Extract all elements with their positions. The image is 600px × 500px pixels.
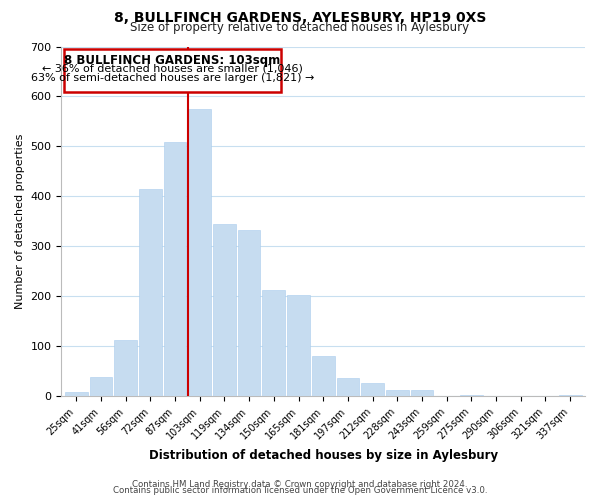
Bar [238,230,260,396]
Bar [312,356,335,397]
Text: Contains HM Land Registry data © Crown copyright and database right 2024.: Contains HM Land Registry data © Crown c… [132,480,468,489]
Bar [386,390,409,396]
Bar [337,378,359,396]
X-axis label: Distribution of detached houses by size in Aylesbury: Distribution of detached houses by size … [149,450,498,462]
Text: Size of property relative to detached houses in Aylesbury: Size of property relative to detached ho… [130,22,470,35]
Bar [65,392,88,396]
Bar [460,395,483,396]
Bar [361,384,384,396]
Bar [410,390,433,396]
Bar [89,378,112,396]
Bar [114,340,137,396]
FancyBboxPatch shape [64,49,281,92]
Bar [262,290,285,397]
Text: 63% of semi-detached houses are larger (1,821) →: 63% of semi-detached houses are larger (… [31,73,314,83]
Text: Contains public sector information licensed under the Open Government Licence v3: Contains public sector information licen… [113,486,487,495]
Bar [287,296,310,396]
Text: 8, BULLFINCH GARDENS, AYLESBURY, HP19 0XS: 8, BULLFINCH GARDENS, AYLESBURY, HP19 0X… [114,11,486,25]
Y-axis label: Number of detached properties: Number of detached properties [15,134,25,309]
Bar [213,224,236,396]
Text: 8 BULLFINCH GARDENS: 103sqm: 8 BULLFINCH GARDENS: 103sqm [64,54,281,67]
Bar [139,189,161,396]
Bar [188,109,211,397]
Text: ← 36% of detached houses are smaller (1,046): ← 36% of detached houses are smaller (1,… [42,64,303,74]
Bar [164,142,187,396]
